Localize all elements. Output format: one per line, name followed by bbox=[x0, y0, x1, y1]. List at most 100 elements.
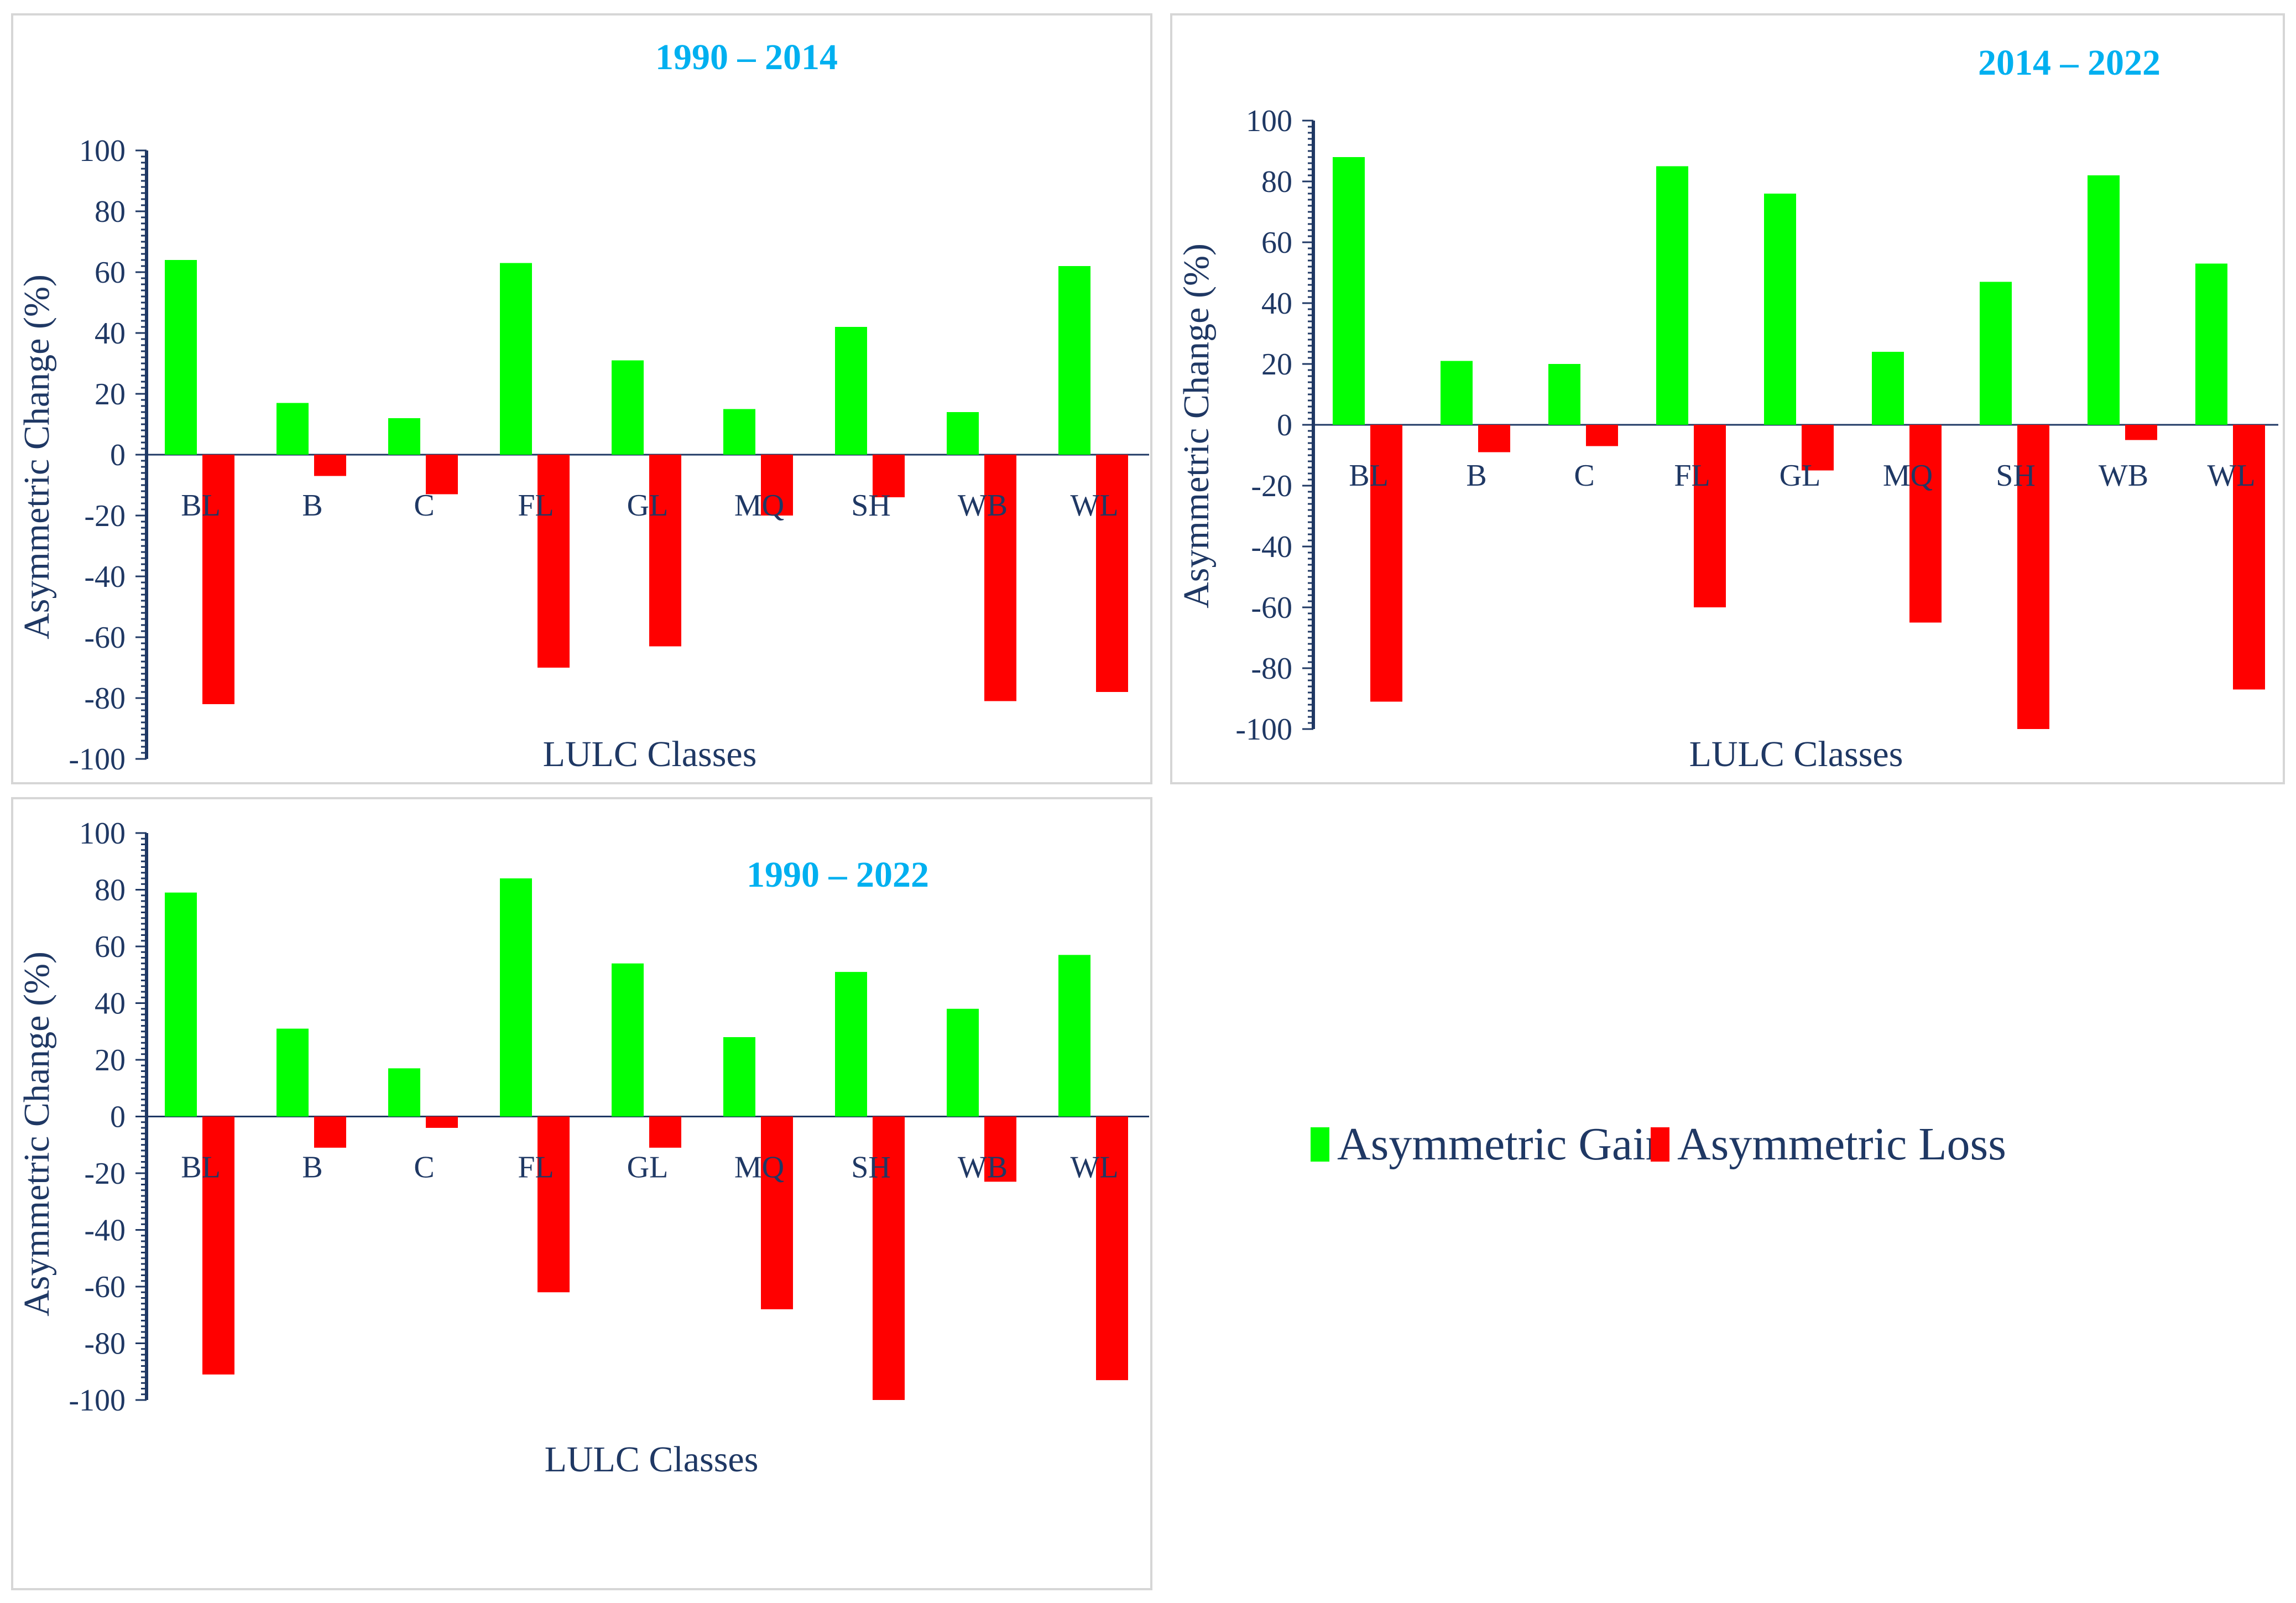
x-category-label: GL bbox=[627, 488, 669, 523]
bar-loss-fl bbox=[1694, 425, 1726, 607]
y-tick-label: 100 bbox=[79, 816, 126, 851]
x-category-label: SH bbox=[851, 488, 891, 523]
bar-gain-wl bbox=[2195, 263, 2227, 425]
y-tick-label: -80 bbox=[84, 1327, 126, 1361]
bar-gain-fl bbox=[1656, 166, 1688, 425]
x-category-label: C bbox=[1574, 459, 1594, 493]
y-tick-label: -40 bbox=[84, 1214, 126, 1248]
legend-label-loss: Asymmetric Loss bbox=[1677, 1118, 2006, 1170]
bar-loss-bl bbox=[1370, 425, 1402, 702]
legend-label-gain: Asymmetric Gain bbox=[1337, 1118, 1669, 1170]
bar-gain-fl bbox=[500, 878, 532, 1117]
plot-area: 100 80 60 40 20 0 -20 -40 -60 -80 -100 BL B C FL GL MQ SH… bbox=[69, 134, 1149, 777]
bar-loss-wb bbox=[984, 455, 1016, 701]
bar-loss-bl bbox=[202, 1116, 234, 1375]
y-tick-label: 80 bbox=[1261, 165, 1292, 199]
bar-loss-sh bbox=[873, 1116, 905, 1400]
chart-panel-1990-2022: 1990 – 2022 Asymmetric Change (%) LULC C… bbox=[11, 797, 1152, 1590]
bar-loss-b bbox=[314, 1116, 346, 1148]
x-category-label: WB bbox=[958, 488, 1008, 523]
bar-loss-c bbox=[426, 1116, 458, 1128]
bar-loss-c bbox=[426, 455, 458, 495]
bar-loss-fl bbox=[538, 1116, 570, 1293]
bar-gain-b bbox=[276, 403, 309, 455]
y-tick-label: 60 bbox=[95, 930, 126, 964]
chart-title: 2014 – 2022 bbox=[1978, 43, 2161, 83]
bar-gain-wb bbox=[947, 412, 979, 455]
legend: Asymmetric Gain Asymmetric Loss bbox=[1311, 1118, 2006, 1170]
x-category-label: WL bbox=[2207, 459, 2255, 493]
x-category-label: GL bbox=[1780, 459, 1821, 493]
bar-gain-sh bbox=[835, 972, 867, 1117]
x-axis-title: LULC Classes bbox=[1689, 734, 1903, 774]
bar-loss-bl bbox=[202, 455, 234, 704]
plot-area: 100 80 60 40 20 0 -20 -40 -60 -80 -100 BL B C FL GL MQ SH… bbox=[1235, 104, 2278, 747]
y-tick-label: 100 bbox=[1246, 104, 1292, 138]
bar-gain-gl bbox=[1764, 194, 1796, 425]
bar-gain-bl bbox=[165, 260, 197, 455]
x-category-label: WB bbox=[958, 1151, 1008, 1185]
bar-loss-wb bbox=[984, 1116, 1016, 1182]
chart-title: 1990 – 2022 bbox=[747, 855, 929, 895]
y-tick-label: 20 bbox=[95, 377, 126, 412]
x-category-label: FL bbox=[518, 1151, 554, 1185]
y-tick-label: 60 bbox=[1261, 226, 1292, 260]
bar-loss-mq bbox=[761, 1116, 793, 1309]
bar-loss-wl bbox=[1096, 455, 1128, 692]
bar-gain-wl bbox=[1058, 955, 1090, 1117]
x-category-label: SH bbox=[1996, 459, 2036, 493]
x-category-label: WB bbox=[2099, 459, 2148, 493]
y-tick-label: 40 bbox=[95, 987, 126, 1021]
chart-title: 1990 – 2014 bbox=[655, 37, 838, 77]
y-tick-label: 80 bbox=[95, 873, 126, 908]
y-tick-label: -20 bbox=[1251, 469, 1292, 503]
bar-gain-bl bbox=[1333, 157, 1365, 425]
bar-gain-gl bbox=[612, 963, 644, 1117]
x-category-label: MQ bbox=[734, 1151, 784, 1185]
x-category-label: B bbox=[1466, 459, 1486, 493]
y-tick-label: 20 bbox=[1261, 347, 1292, 382]
panel-frame bbox=[11, 797, 1152, 1590]
y-tick-label: 40 bbox=[95, 316, 126, 351]
y-tick-label: -80 bbox=[84, 681, 126, 716]
y-tick-label: -100 bbox=[69, 742, 126, 777]
bar-loss-b bbox=[1478, 425, 1510, 452]
x-category-label: FL bbox=[1674, 459, 1710, 493]
y-tick-label: 0 bbox=[110, 438, 126, 472]
legend-swatch-loss bbox=[1651, 1127, 1669, 1162]
y-axis-title: Asymmetric Change (%) bbox=[17, 951, 57, 1316]
y-axis-title: Asymmetric Change (%) bbox=[1176, 243, 1217, 608]
y-tick-label: -100 bbox=[69, 1383, 126, 1418]
chart-panel-1990-2014: 1990 – 2014 Asymmetric Change (%) LULC C… bbox=[11, 13, 1152, 784]
x-category-label: MQ bbox=[1883, 459, 1933, 493]
x-category-label: BL bbox=[181, 488, 221, 523]
bar-gain-gl bbox=[612, 360, 644, 455]
y-tick-label: -60 bbox=[1251, 591, 1292, 625]
x-axis-title: LULC Classes bbox=[543, 734, 757, 774]
bar-loss-gl bbox=[649, 455, 681, 647]
bar-gain-c bbox=[1548, 364, 1580, 425]
y-tick-label: 40 bbox=[1261, 287, 1292, 321]
bar-loss-gl bbox=[1802, 425, 1834, 471]
x-category-label: FL bbox=[518, 488, 554, 523]
bar-loss-wb bbox=[2125, 425, 2157, 440]
y-tick-label: -20 bbox=[84, 1157, 126, 1191]
legend-swatch-gain bbox=[1311, 1127, 1329, 1162]
x-category-label: B bbox=[302, 488, 322, 523]
bar-gain-sh bbox=[1980, 282, 2012, 425]
bar-gain-bl bbox=[165, 892, 197, 1117]
y-tick-label: -40 bbox=[1251, 530, 1292, 564]
bar-loss-sh bbox=[873, 455, 905, 497]
bar-loss-wl bbox=[1096, 1116, 1128, 1381]
y-tick-label: 0 bbox=[110, 1100, 126, 1134]
y-tick-label: 20 bbox=[95, 1043, 126, 1078]
panel-frame bbox=[11, 13, 1152, 784]
x-category-label: MQ bbox=[734, 488, 784, 523]
y-tick-label: -100 bbox=[1235, 712, 1292, 747]
bar-gain-mq bbox=[723, 409, 755, 455]
bar-gain-wb bbox=[947, 1008, 979, 1117]
bar-gain-c bbox=[388, 418, 420, 455]
bar-gain-c bbox=[388, 1068, 420, 1117]
y-tick-label: 100 bbox=[79, 134, 126, 168]
